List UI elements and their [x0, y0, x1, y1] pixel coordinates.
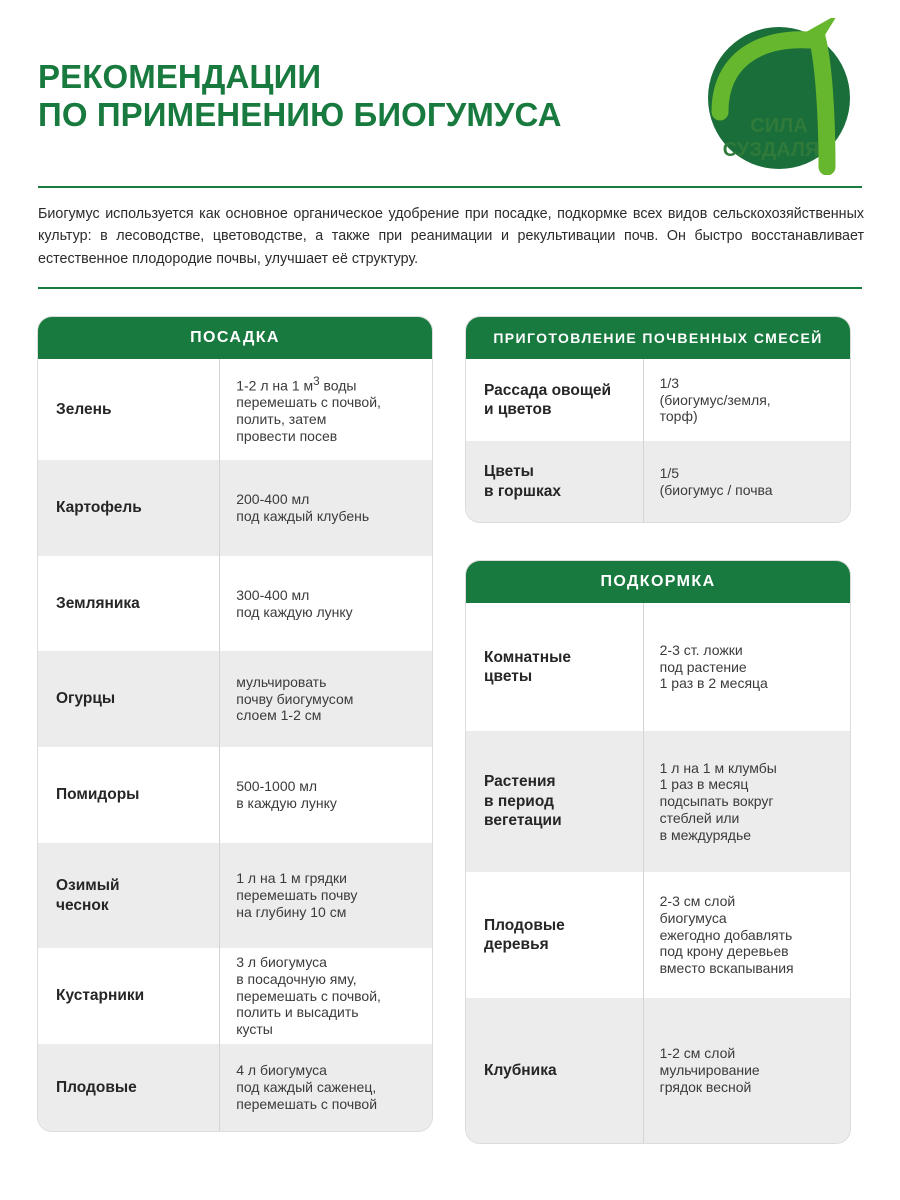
svg-text:СУЗДАЛЯ: СУЗДАЛЯ [723, 139, 820, 161]
svg-text:СИЛА: СИЛА [750, 115, 807, 137]
